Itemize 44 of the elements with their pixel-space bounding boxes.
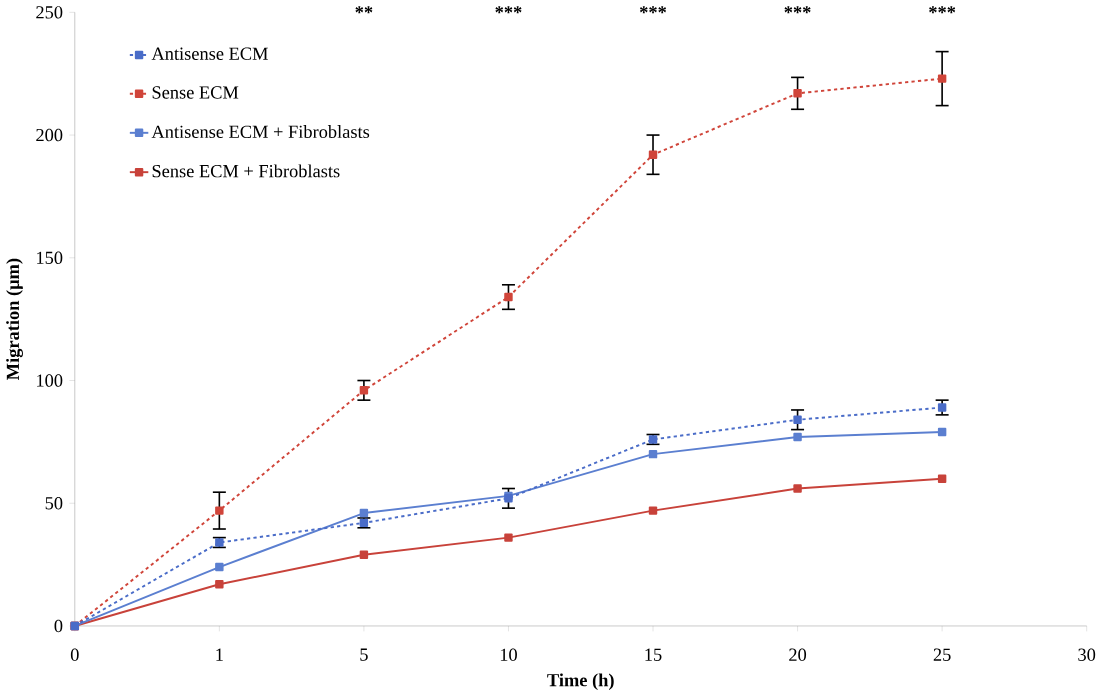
annotation: *** [929, 6, 956, 14]
point [793, 484, 802, 493]
x-tick-label: 0 [70, 648, 79, 661]
x-axis-title: Time (h) [547, 673, 614, 690]
point [359, 508, 369, 518]
annotation: *** [639, 6, 667, 14]
point [215, 562, 224, 572]
legend-label: Sense ECM [152, 86, 239, 99]
y-tick-label: 150 [37, 251, 63, 264]
point [937, 427, 947, 437]
y-tick-label: 50 [45, 496, 63, 510]
annotation: *** [495, 6, 522, 14]
legend-label: Antisense ECM [151, 47, 268, 60]
point [937, 474, 947, 483]
x-tick-label: 1 [216, 648, 223, 661]
point [937, 74, 947, 83]
y-axis-title: Migration (μm) [6, 258, 23, 380]
x-tick-label: 25 [933, 648, 951, 661]
point [215, 579, 224, 589]
point [359, 550, 369, 559]
x-tick-label: 20 [789, 648, 807, 661]
point [504, 533, 513, 542]
y-tick-label: 250 [36, 6, 63, 19]
point [793, 432, 802, 442]
point [793, 415, 802, 424]
annotation: ** [355, 6, 373, 14]
point [504, 292, 513, 302]
point [215, 506, 224, 515]
annotation: *** [784, 6, 811, 14]
point [359, 385, 369, 395]
y-tick-label: 200 [36, 128, 63, 142]
x-tick-label: 10 [500, 648, 517, 661]
point [648, 506, 658, 515]
x-tick-label: 5 [360, 648, 368, 661]
legend-label: Sense ECM + Fibroblasts [152, 164, 340, 178]
legend-label: Antisense ECM + Fibroblasts [151, 124, 370, 138]
point [648, 150, 658, 159]
y-tick-label: 100 [37, 374, 63, 387]
x-tick-label: 15 [645, 648, 662, 661]
x-tick-label: 30 [1078, 648, 1096, 661]
point [648, 449, 658, 459]
point [793, 88, 802, 98]
point [937, 403, 947, 412]
y-tick-label: 0 [54, 619, 63, 633]
